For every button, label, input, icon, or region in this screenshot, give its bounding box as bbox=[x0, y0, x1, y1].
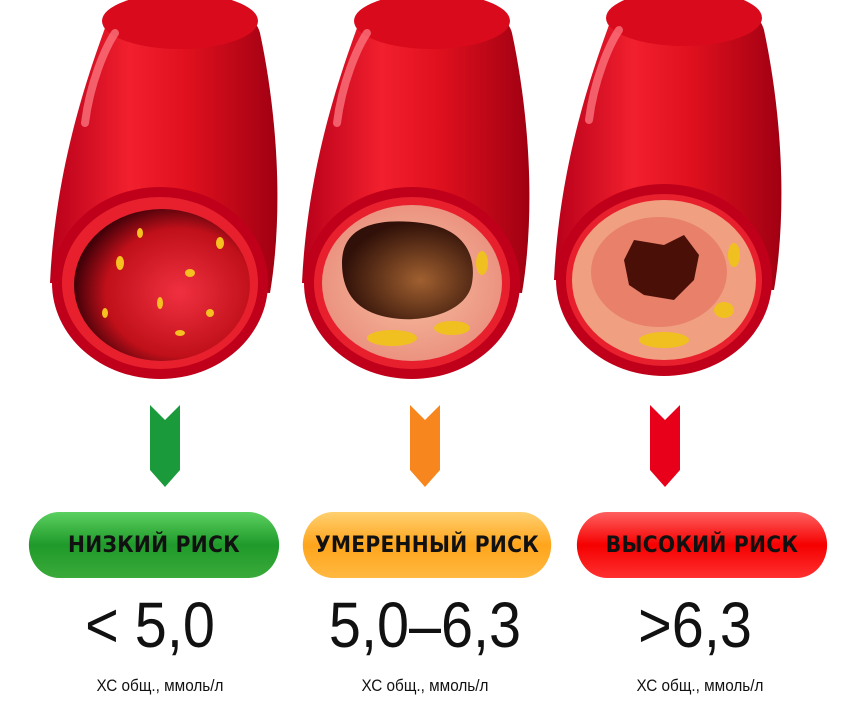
value-low: < 5,0 bbox=[85, 589, 215, 661]
arrow-down-orange-icon bbox=[410, 405, 440, 487]
artery-high-risk bbox=[554, 0, 781, 376]
risk-badge-moderate: УМЕРЕННЫЙ РИСК bbox=[302, 512, 552, 578]
value-moderate: 5,0–6,3 bbox=[328, 589, 522, 661]
risk-badge-low: НИЗКИЙ РИСК bbox=[28, 512, 280, 578]
unit-low: ХС общ., ммоль/л bbox=[96, 676, 224, 695]
arrow-down-red-icon bbox=[650, 405, 680, 487]
value-high: >6,3 bbox=[638, 589, 752, 661]
unit-high: ХС общ., ммоль/л bbox=[636, 676, 764, 695]
arrow-down-green-icon bbox=[150, 405, 180, 487]
unit-moderate: ХС общ., ммоль/л bbox=[361, 676, 489, 695]
risk-badge-high: ВЫСОКИЙ РИСК bbox=[576, 512, 828, 578]
artery-moderate bbox=[302, 0, 529, 379]
artery-healthy bbox=[50, 0, 277, 379]
